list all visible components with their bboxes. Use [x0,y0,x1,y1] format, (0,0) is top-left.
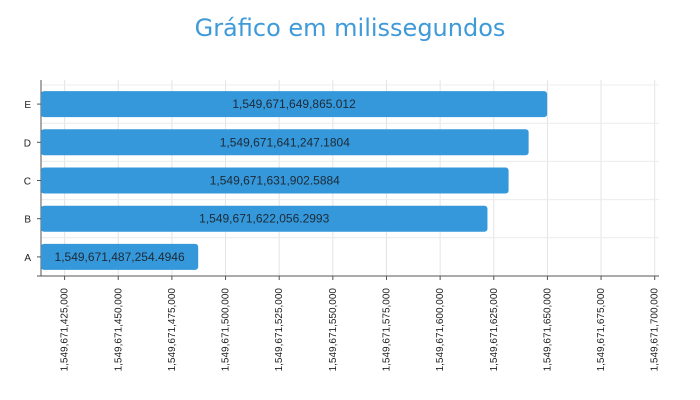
bar-E [41,91,548,118]
x-tick-label: 1,549,671,675,000 [596,288,607,372]
data-label: 1,549,671,649,865.012 [232,97,356,111]
data-label: 1,549,671,641,247.1804 [220,135,350,149]
category-label: A [24,253,31,264]
category-label: C [24,177,31,188]
data-label: 1,549,671,487,254.4946 [55,250,185,264]
x-tick-label: 1,549,671,450,000 [113,288,124,372]
data-label: 1,549,671,622,056.2993 [199,212,329,226]
x-tick-label: 1,549,671,700,000 [650,288,661,372]
category-label: E [24,100,31,111]
data-label: 1,549,671,631,902.5884 [210,174,340,188]
bar-C [41,167,509,194]
bar-B [41,205,488,232]
bars [41,91,548,270]
x-tick-label: 1,549,671,475,000 [167,288,178,372]
x-tick-label: 1,549,671,550,000 [328,288,339,372]
x-tick-label: 1,549,671,600,000 [435,288,446,372]
bar-A [41,243,199,270]
chart-title: Gráfico em milissegundos [194,14,506,42]
category-label: B [24,215,31,226]
bar-D [41,129,529,156]
x-tick-label: 1,549,671,425,000 [60,288,71,372]
x-tick-label: 1,549,671,525,000 [274,288,285,372]
labels: 1,549,671,425,000 1,549,671,450,000 1,549,… [24,97,661,371]
category-label: D [24,138,31,149]
x-tick-label: 1,549,671,625,000 [489,288,500,372]
x-tick-label: 1,549,671,500,000 [221,288,232,372]
x-tick-label: 1,549,671,650,000 [542,288,553,372]
x-tick-label: 1,549,671,575,000 [381,288,392,372]
